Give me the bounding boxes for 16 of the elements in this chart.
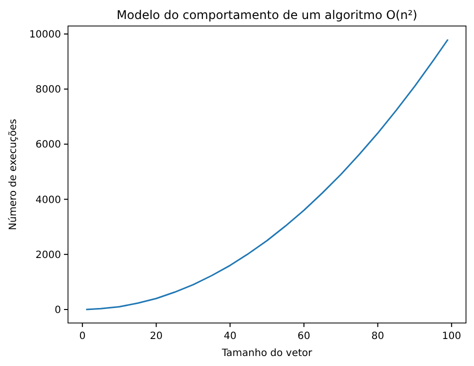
x-tick-label: 40 [224, 331, 236, 342]
x-tick-label: 60 [298, 331, 310, 342]
y-tick-label: 6000 [36, 140, 61, 151]
y-tick-label: 8000 [36, 84, 61, 96]
y-tick-label: 0 [54, 305, 61, 316]
line-series [85, 38, 449, 310]
x-tick-label: 0 [79, 331, 86, 342]
x-tick-label: 100 [442, 331, 462, 342]
chart-title: Modelo do comportamento de um algoritmo O(n²) [116, 8, 418, 22]
y-tick-label: 2000 [36, 250, 61, 261]
y-axis-title: Número de execuções [8, 118, 19, 230]
x-axis-title: Tamanho do vetor [220, 348, 314, 359]
y-tick-label: 4000 [36, 194, 61, 206]
x-tick-label: 80 [371, 331, 384, 342]
y-tick-label: 10000 [29, 29, 61, 40]
x-tick-label: 20 [150, 331, 163, 342]
